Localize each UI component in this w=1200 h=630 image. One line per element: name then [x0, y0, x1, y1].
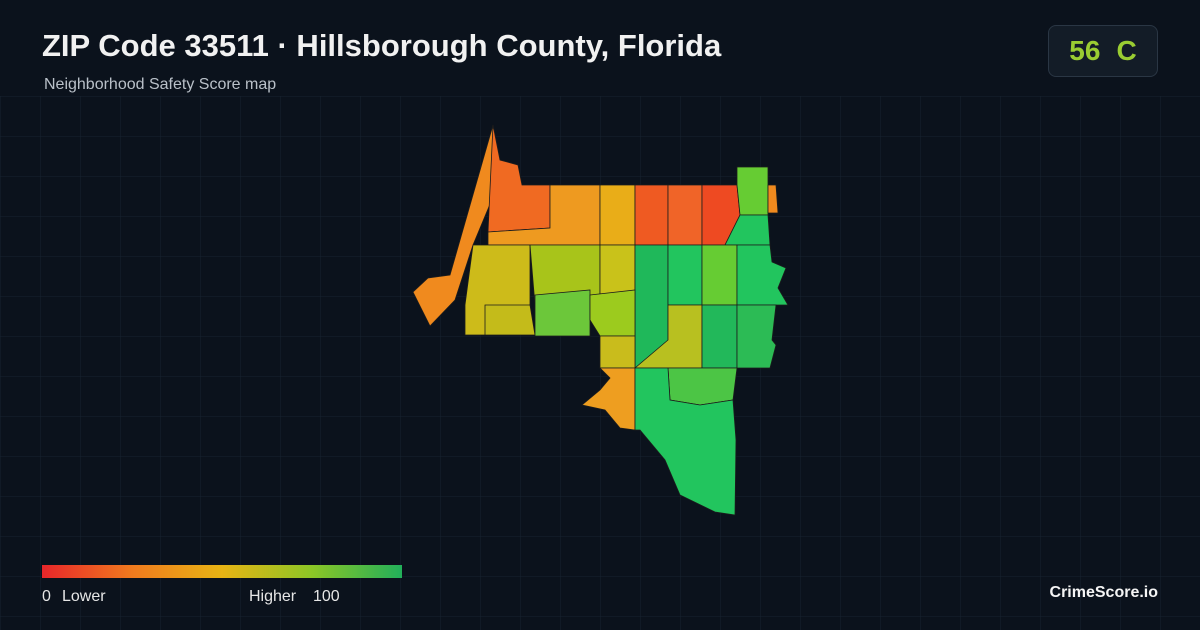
region: [701, 244, 738, 306]
region: [599, 184, 636, 246]
region: [767, 184, 779, 214]
region: [736, 304, 777, 369]
brand: CrimeScore.io: [1049, 584, 1158, 601]
legend-max: 100: [313, 588, 340, 605]
region: [701, 304, 738, 369]
region: [534, 289, 591, 337]
region: [589, 289, 636, 337]
legend-min: 0: [42, 588, 51, 605]
legend-max-label: Higher: [249, 588, 297, 605]
region: [736, 166, 769, 216]
region: [634, 367, 737, 516]
score-badge: 56 C: [1048, 25, 1158, 77]
score-grade: C: [1116, 35, 1137, 66]
region: [484, 304, 536, 336]
title: ZIP Code 33511 · Hillsborough County, Fl…: [42, 28, 722, 63]
region: [667, 367, 738, 406]
score-value: 56: [1069, 35, 1101, 66]
subtitle: Neighborhood Safety Score map: [44, 76, 277, 93]
legend-min-label: Lower: [62, 588, 106, 605]
region: [634, 184, 669, 246]
legend-gradient: [42, 565, 402, 578]
region: [667, 184, 703, 246]
region: [667, 244, 703, 306]
zip-area: [412, 124, 789, 516]
region: [599, 335, 636, 369]
